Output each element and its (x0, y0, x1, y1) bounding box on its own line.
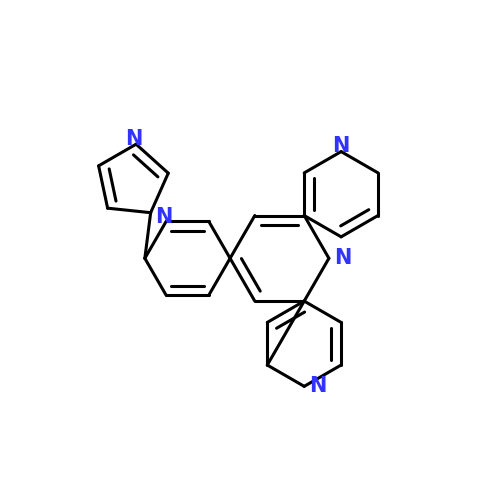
Text: N: N (126, 130, 143, 150)
Text: N: N (156, 206, 173, 227)
Text: N: N (309, 376, 326, 396)
Text: N: N (332, 136, 350, 156)
Text: N: N (334, 248, 351, 268)
